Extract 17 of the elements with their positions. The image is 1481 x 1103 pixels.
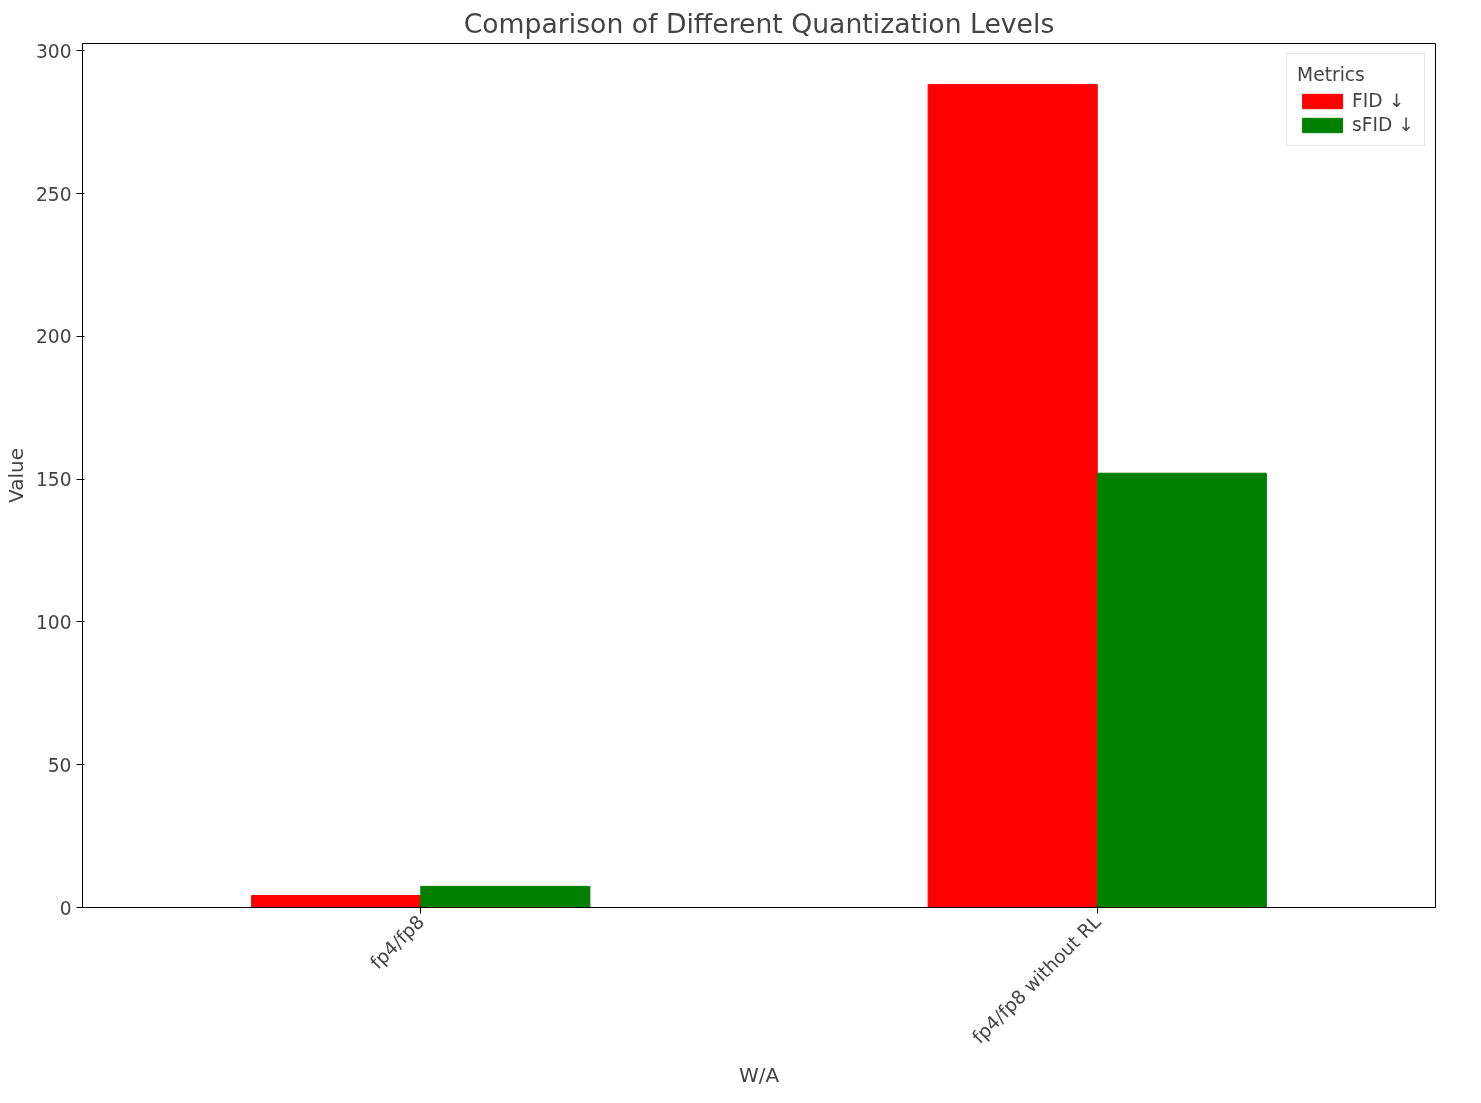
y-tick-label: 200 xyxy=(35,326,72,348)
bar xyxy=(420,885,591,908)
y-tick-label: 250 xyxy=(35,183,72,205)
y-tick-label: 100 xyxy=(35,611,72,633)
y-tick-label: 0 xyxy=(59,897,72,919)
chart-title: Comparison of Different Quantization Levels xyxy=(463,7,1055,39)
legend-title: Metrics xyxy=(1297,64,1366,85)
y-tick-label: 50 xyxy=(47,754,72,776)
bar xyxy=(251,895,422,908)
legend-label: sFID ↓ xyxy=(1352,114,1414,135)
bar xyxy=(927,84,1098,908)
bar xyxy=(1096,472,1267,908)
y-axis-title: Value xyxy=(3,448,28,503)
legend-label: FID ↓ xyxy=(1352,90,1405,111)
y-tick-label: 150 xyxy=(35,469,72,491)
y-tick-label: 300 xyxy=(35,40,72,62)
x-axis-title: W/A xyxy=(738,1063,780,1088)
